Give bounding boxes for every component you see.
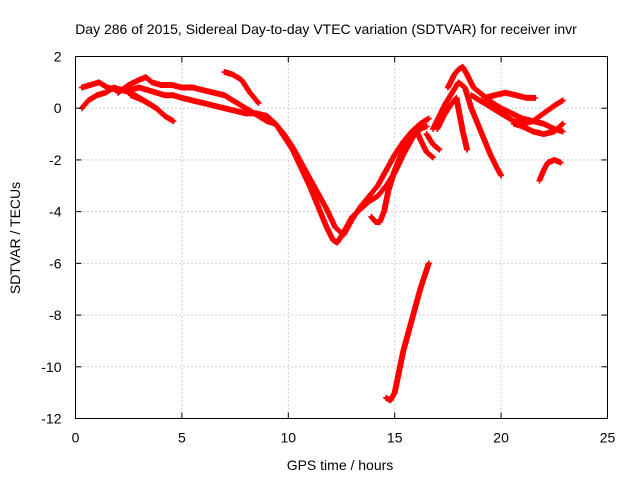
- series-track-13: [481, 89, 539, 101]
- x-tick-label: 20: [493, 430, 509, 446]
- x-tick-labels: 0 5 10 15 20 25: [72, 430, 616, 446]
- series-markers: [221, 69, 262, 107]
- x-tick-label: 5: [178, 430, 186, 446]
- series-markers: [412, 125, 437, 161]
- y-tick-label: -6: [49, 255, 62, 271]
- series-markers: [481, 89, 539, 101]
- grid: [75, 56, 608, 419]
- series-track-16: [423, 131, 443, 153]
- y-axis-label: SDTVAR / TECUs: [7, 182, 23, 294]
- series-track-11: [434, 94, 471, 153]
- series-track-6: [383, 260, 432, 404]
- y-tick-label: -10: [41, 359, 61, 375]
- series-track-9: [430, 79, 505, 179]
- plot-frame: [75, 56, 608, 419]
- x-tick-label: 10: [281, 430, 297, 446]
- y-tick-label: -8: [49, 307, 62, 323]
- series-track-4: [127, 92, 168, 119]
- chart-title: Day 286 of 2015, Sidereal Day-to-day VTE…: [75, 21, 577, 37]
- series-track-15: [536, 156, 564, 184]
- y-tick-label: -12: [41, 411, 61, 427]
- series-markers: [434, 94, 471, 153]
- series-track-14: [510, 120, 566, 138]
- x-axis-label: GPS time / hours: [287, 457, 394, 473]
- y-tick-labels: 2 0 -2 -4 -6 -8 -10 -12: [41, 49, 61, 427]
- series-markers: [423, 131, 443, 153]
- series-markers: [536, 156, 564, 184]
- series-markers: [127, 92, 168, 119]
- y-tick-label: 2: [54, 49, 62, 65]
- series-markers: [430, 79, 505, 179]
- series-track-8: [412, 125, 437, 161]
- series-markers: [115, 74, 432, 238]
- x-tick-label: 0: [72, 430, 80, 446]
- data-points: [78, 63, 566, 404]
- y-tick-label: 0: [54, 100, 62, 116]
- series-markers: [383, 260, 432, 404]
- series-markers: [510, 120, 566, 138]
- y-tick-label: -2: [49, 152, 62, 168]
- x-tick-label: 15: [387, 430, 403, 446]
- series-track-5: [221, 69, 262, 107]
- series-track-3: [115, 74, 432, 238]
- y-tick-label: -4: [49, 204, 62, 220]
- x-tick-label: 25: [600, 430, 616, 446]
- axis-ticks: [75, 56, 608, 419]
